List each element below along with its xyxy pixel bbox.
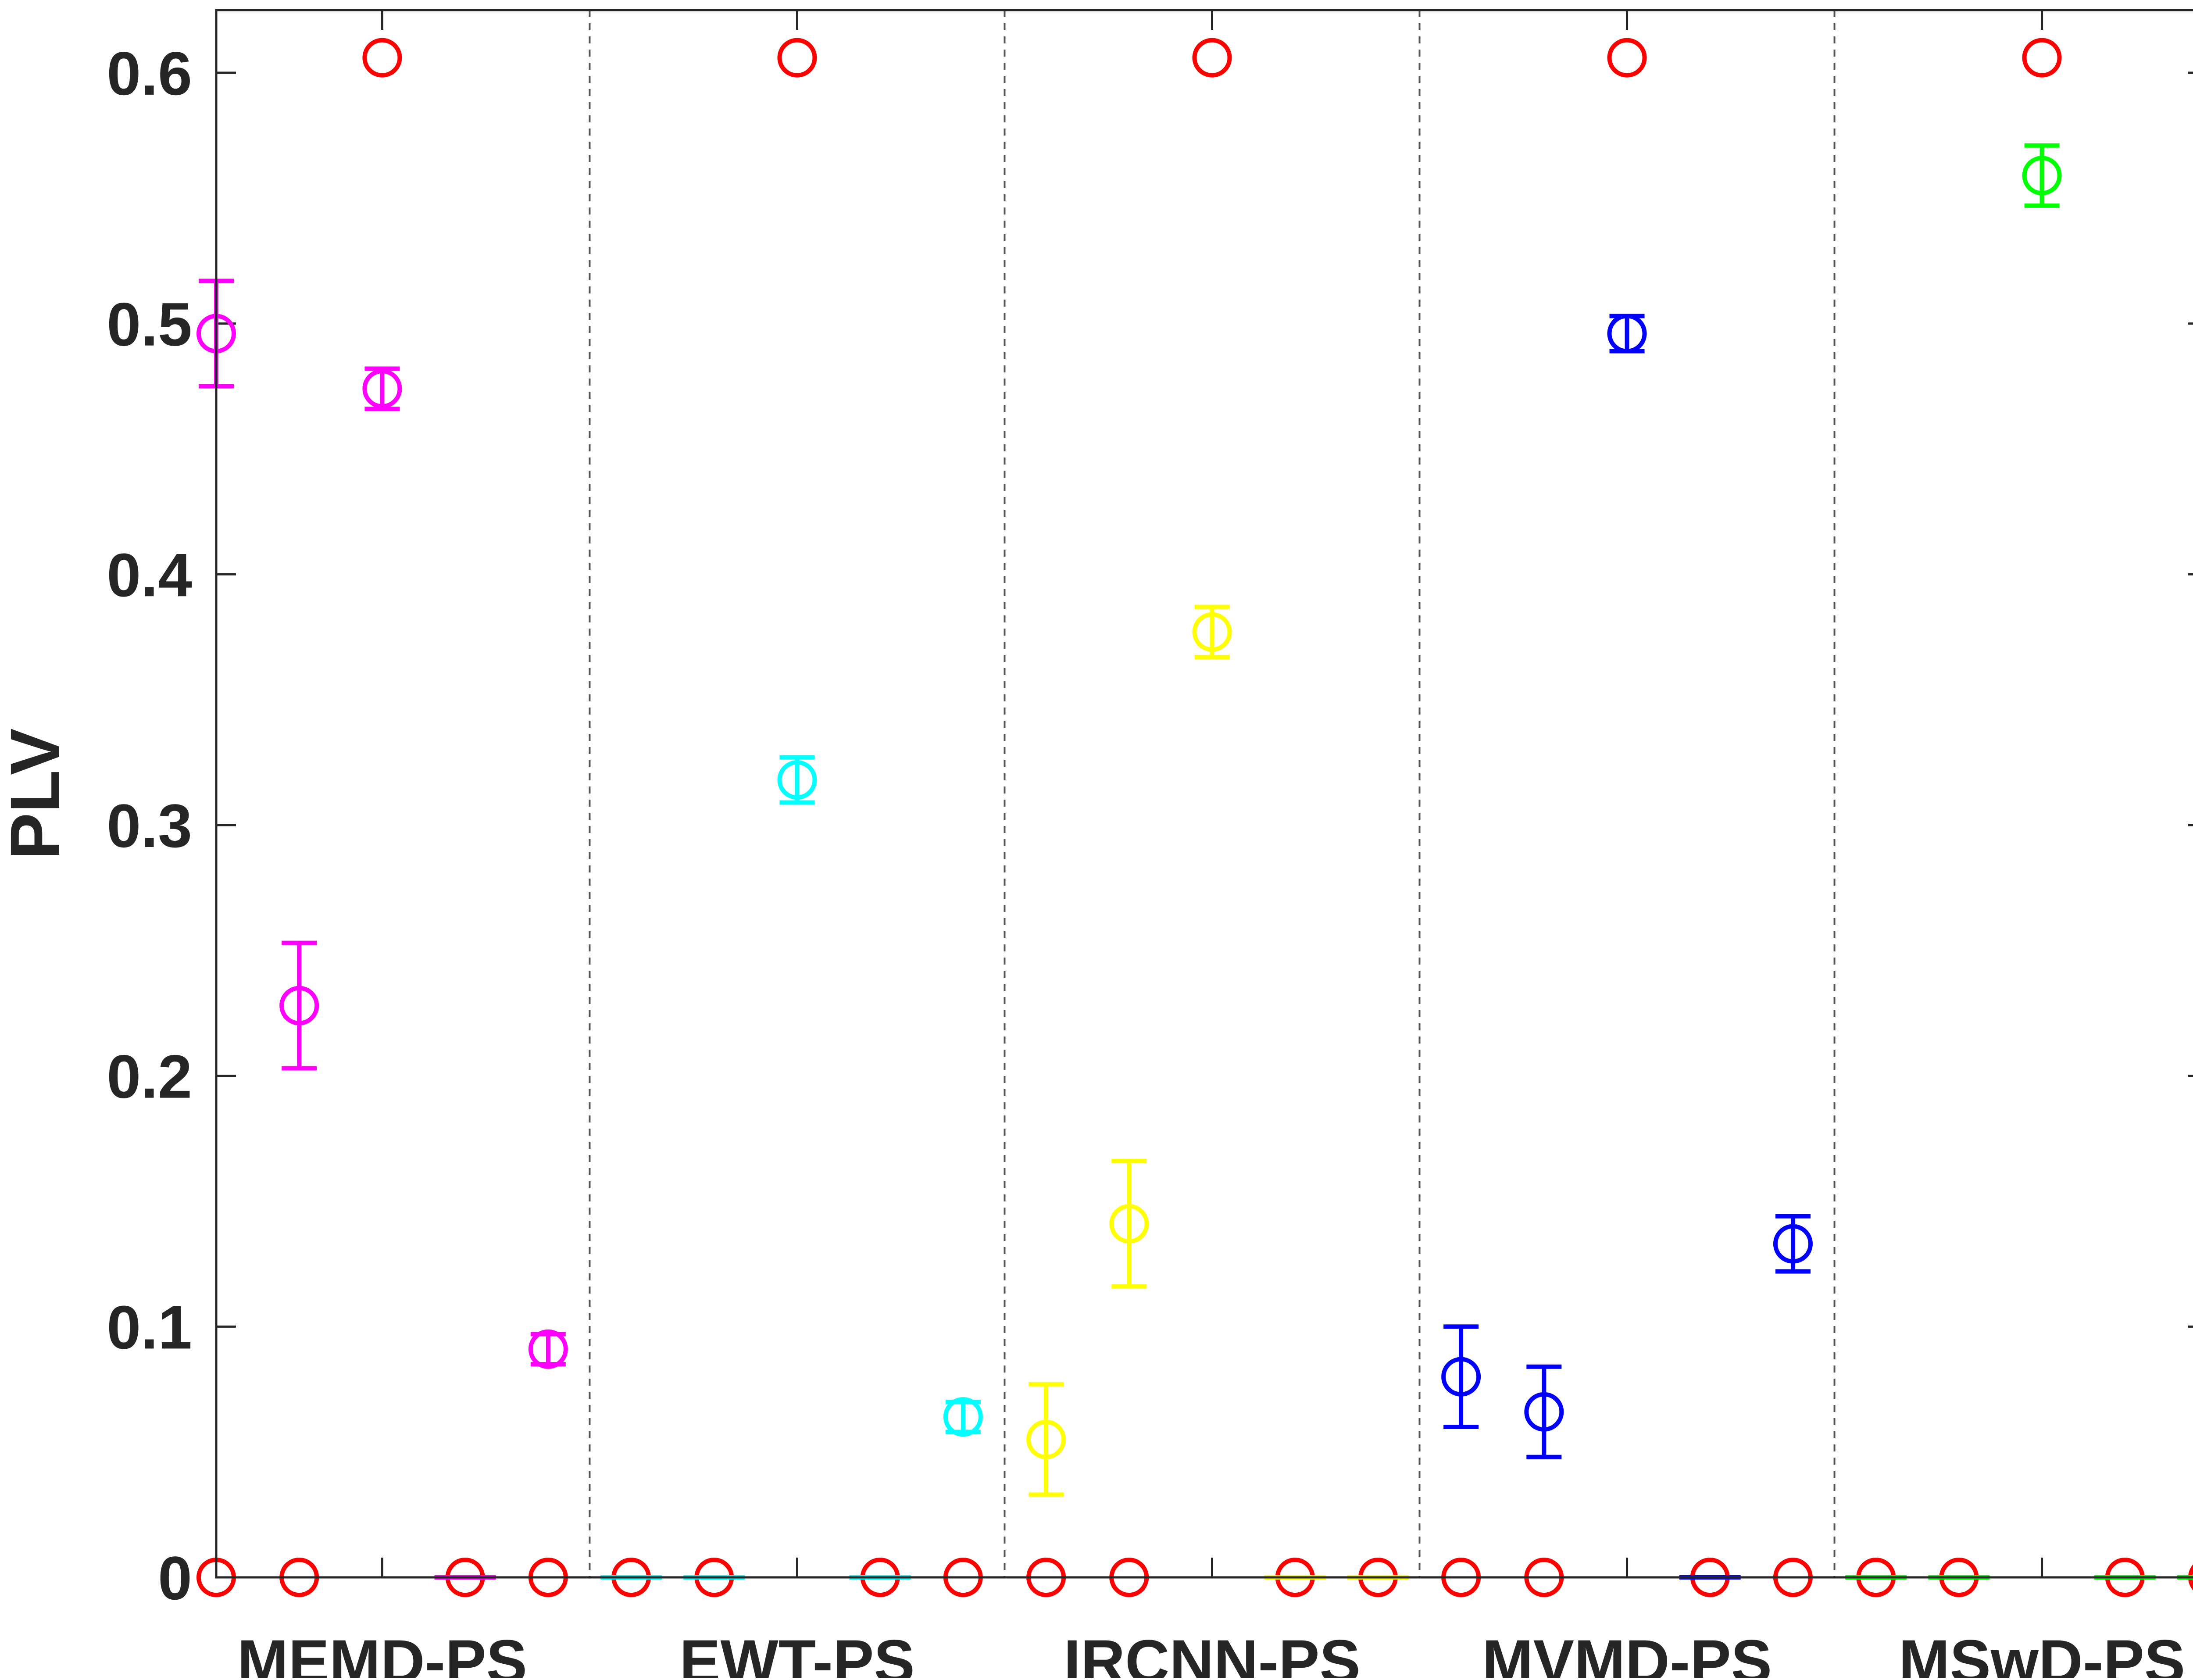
reference-marker (1192, 38, 1232, 78)
y-tick-label: 0.5 (107, 290, 192, 359)
y-tick-label: 0.1 (107, 1293, 192, 1362)
mean-marker (777, 760, 817, 800)
mean-marker (2022, 156, 2062, 196)
mean-marker (279, 986, 319, 1026)
data-point (1441, 1324, 1481, 1429)
data-point (2022, 143, 2062, 208)
data-point (943, 1397, 983, 1437)
plot-frame (215, 9, 2193, 1579)
y-axis-label: PLV (0, 728, 74, 859)
mean-marker (1441, 1357, 1481, 1397)
y-tick-label: 0.6 (107, 39, 192, 108)
x-tick-label: MSwD-PS (1899, 1627, 2185, 1678)
data-point (362, 366, 402, 411)
x-tick-label: EWT-PS (679, 1627, 915, 1678)
data-point (1607, 314, 1647, 354)
data-point (528, 1329, 568, 1369)
y-tick-label: 0.3 (107, 791, 192, 860)
reference-marker (777, 38, 817, 78)
data-point (1773, 1214, 1813, 1274)
reference-marker (2022, 38, 2062, 78)
y-tick-label: 0.4 (107, 540, 192, 609)
x-tick-label: MVMD-PS (1482, 1627, 1772, 1678)
mean-marker (1773, 1224, 1813, 1264)
reference-marker (1607, 38, 1647, 78)
mean-marker (1026, 1419, 1066, 1459)
x-tick-label: IRCNN-PS (1064, 1627, 1361, 1678)
data-point (1109, 1159, 1149, 1289)
mean-marker (528, 1329, 568, 1369)
reference-marker (362, 38, 402, 78)
mean-marker (1109, 1204, 1149, 1244)
mean-marker (1607, 314, 1647, 354)
mean-marker (943, 1397, 983, 1437)
x-tick-label: MEMD-PS (237, 1627, 527, 1678)
y-tick-label: 0 (158, 1544, 192, 1612)
data-point (279, 940, 319, 1071)
y-tick-label: 0.2 (107, 1042, 192, 1111)
mean-marker (1192, 612, 1232, 652)
data-point (1026, 1382, 1066, 1497)
data-point (1524, 1364, 1564, 1459)
data-point (777, 755, 817, 805)
mean-marker (1524, 1392, 1564, 1432)
mean-marker (362, 369, 402, 409)
data-point (1192, 604, 1232, 659)
